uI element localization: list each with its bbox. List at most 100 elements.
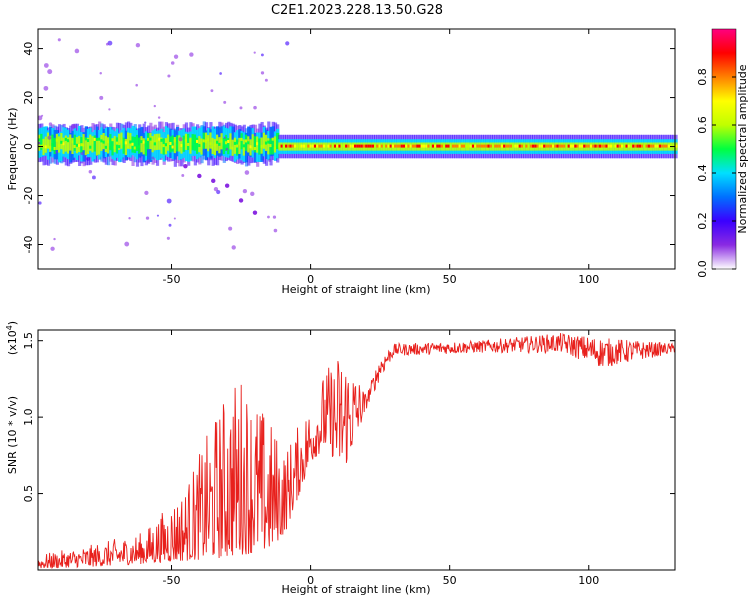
spectrogram-core-cell [414, 144, 418, 148]
spectrogram-cell [62, 137, 66, 154]
spectrogram-cell [109, 134, 113, 151]
spectrogram-core-cell [487, 144, 491, 148]
spectrogram-cell [240, 133, 244, 150]
spectrogram-cell [95, 139, 100, 156]
spectrogram-core-cell [632, 144, 636, 148]
spectrogram-core-cell [51, 143, 55, 147]
spectrogram-core-cell [387, 144, 391, 148]
snr-plot-area [38, 330, 675, 570]
spectrogram-core-cell [587, 144, 591, 148]
spectrogram-core-cell [491, 144, 496, 148]
spectrogram-noise-dot [74, 48, 80, 54]
spectrogram-core-cell [407, 144, 411, 148]
x-tick-label: -50 [163, 273, 181, 286]
spectrogram-core-cell [456, 144, 460, 148]
spectrogram-noise-dot [170, 61, 175, 65]
spectrogram-core-cell [133, 146, 137, 150]
spectrogram-core-cell [80, 143, 84, 147]
spectrogram-core-cell [340, 144, 344, 148]
spectrogram-core-cell [242, 144, 246, 148]
spectrogram-core-cell [454, 144, 458, 148]
spectrogram-cell [113, 136, 117, 153]
spectrogram-core-cell [525, 144, 529, 148]
spectrogram-core-cell [264, 141, 269, 145]
spectrogram-core-cell [82, 143, 86, 147]
spectrogram-core-cell [289, 144, 293, 148]
spectrogram-cell [267, 138, 271, 155]
spectrogram-core-cell [634, 144, 638, 148]
spectrogram-cell [144, 139, 149, 156]
spectrogram-noise-dot [157, 116, 161, 119]
spectrogram-noise-dot [43, 85, 49, 91]
spectrogram-core-cell [213, 143, 218, 147]
spectrogram-noise-dot [268, 158, 272, 162]
spectrogram-core-cell [380, 144, 384, 148]
spectrogram-noise-dot [57, 38, 61, 42]
spectrogram-core-cell [411, 144, 416, 148]
colorbar-ticks: 0.0 0.2 0.4 0.6 0.8 [696, 68, 736, 278]
spectrogram-noise-dot [181, 173, 185, 177]
spectrogram-core-cell [336, 144, 340, 148]
spectrogram-core-cell [276, 145, 280, 149]
spectrogram-core-cell [211, 146, 215, 150]
spectrogram-core-cell [523, 144, 527, 148]
spectrogram-noise-dot [156, 214, 159, 217]
x-tick-label: 100 [578, 574, 599, 587]
spectrogram-cell [229, 133, 233, 150]
spectrogram-core-cell [209, 142, 213, 146]
spectrogram-cell [233, 137, 238, 154]
spectrogram-core-cell [489, 144, 493, 148]
spectrogram-core-cell [447, 144, 451, 148]
spectrogram-core-cell [62, 142, 66, 146]
spectrogram-core-cell [273, 146, 278, 150]
spectrogram-noise-dot [167, 74, 171, 78]
spectrogram-core-cell [460, 144, 465, 148]
spectrogram-marks [37, 38, 678, 251]
spectrogram-core-cell [253, 147, 258, 151]
spectrogram-core-cell [474, 144, 478, 148]
spectrogram-core-cell [144, 143, 149, 147]
spectrogram-core-cell [162, 144, 166, 148]
spectrogram-core-cell [596, 144, 600, 148]
spectrogram-cell [213, 139, 218, 156]
spectrogram-noise-dot [260, 53, 264, 57]
y-tick-label: -20 [22, 187, 35, 205]
spectrogram-cell [253, 136, 258, 153]
spectrogram-core-cell [238, 142, 242, 146]
spectrogram-cell [238, 137, 242, 154]
spectrogram-core-cell [311, 144, 315, 148]
spectrogram-core-cell [124, 141, 128, 145]
spectrogram-core-cell [38, 138, 42, 142]
spectrogram-core-cell [374, 144, 378, 148]
spectrogram-core-cell [329, 144, 333, 148]
spectrogram-noise-dot [135, 83, 138, 87]
spectrogram-core-cell [589, 144, 594, 148]
colorbar-tick-label: 0.0 [696, 260, 709, 278]
spectrogram-core-cell [285, 144, 289, 148]
spectrogram-noise-dot [253, 105, 257, 110]
spectrogram-core-cell [193, 140, 197, 144]
spectrogram-cell [171, 135, 175, 152]
colorbar: 0.0 0.2 0.4 0.6 0.8 Normalized spectral ampl… [696, 28, 749, 278]
spectrogram-core-cell [469, 144, 473, 148]
spectrogram-cell [211, 137, 215, 154]
spectrogram-core-cell [167, 143, 171, 147]
spectrogram-core-cell [612, 144, 616, 148]
spectrogram-core-cell [202, 139, 206, 143]
spectrogram-core-cell [182, 143, 186, 147]
spectrogram-core-cell [601, 144, 605, 148]
spectrogram-core-cell [641, 144, 645, 148]
spectrogram-cell [66, 137, 71, 154]
spectrogram-core-cell [118, 145, 122, 149]
spectrogram-core-cell [73, 144, 77, 148]
spectrogram-core-cell [518, 144, 522, 148]
spectrogram-cell [189, 137, 193, 154]
spectrogram-cell [140, 136, 144, 153]
spectrogram-core-cell [580, 144, 585, 148]
spectrogram-core-cell [394, 144, 398, 148]
snr-x-label: Height of straight line (km) [281, 583, 430, 596]
spectrogram-noise-dot [86, 156, 90, 161]
spectrogram-cell [89, 134, 93, 151]
spectrogram-core-cell [400, 144, 404, 148]
spectrogram-core-cell [458, 144, 462, 148]
